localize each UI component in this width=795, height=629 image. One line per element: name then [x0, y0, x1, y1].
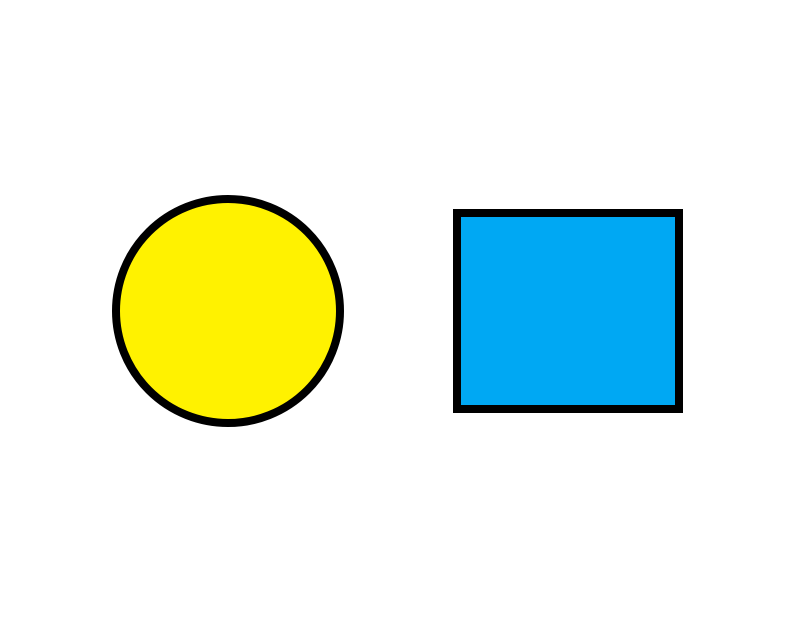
blue-square	[453, 209, 683, 413]
yellow-circle	[112, 195, 344, 427]
